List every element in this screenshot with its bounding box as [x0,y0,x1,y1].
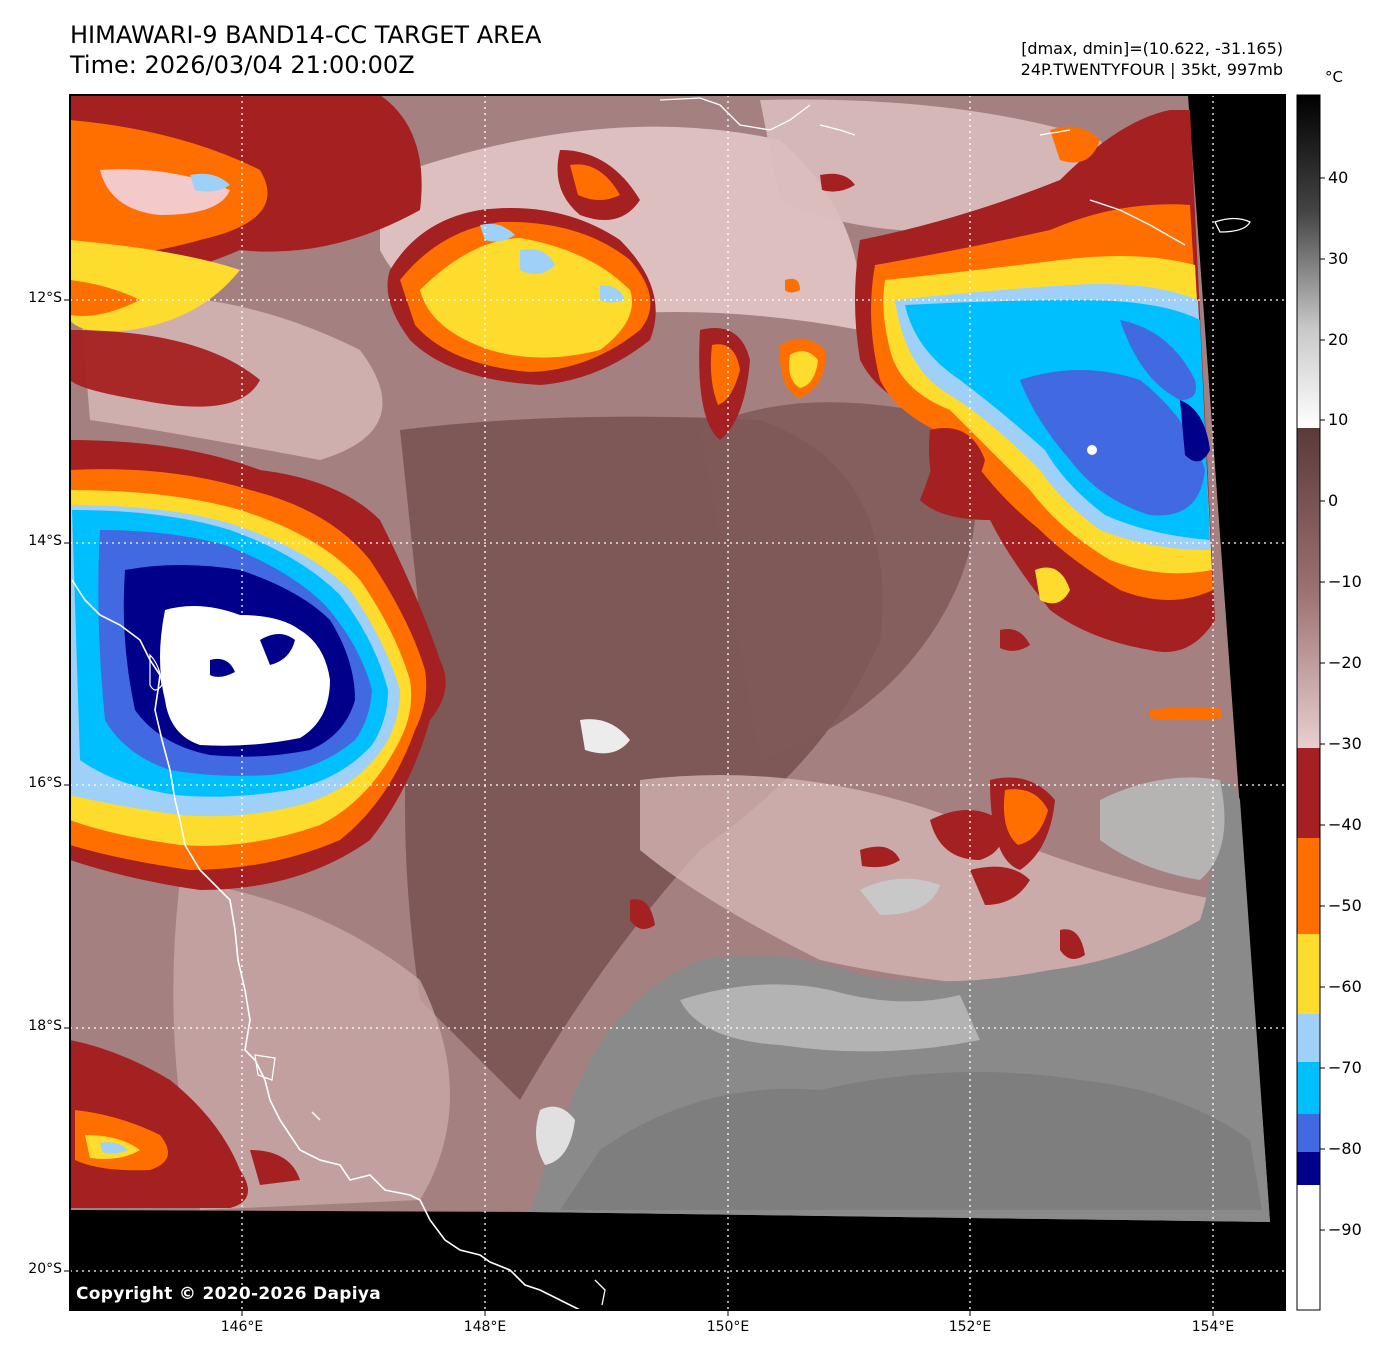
copyright-text: Copyright © 2020-2026 Dapiya [76,1284,381,1304]
colorbar-tick: −30 [1328,734,1362,753]
title-line-2: Time: 2026/03/04 21:00:00Z [70,51,415,79]
graticule [70,95,1285,1310]
colorbar-tick: −20 [1328,653,1362,672]
coastline [71,579,581,1310]
colorbar-tick: −80 [1328,1139,1362,1158]
map-frame [69,94,1286,1311]
meta-line-2: 24P.TWENTYFOUR | 35kt, 997mb [1020,60,1283,79]
colorbar-tick: −90 [1328,1220,1362,1239]
colorbar-tick: −50 [1328,896,1362,915]
colorbar-tick: 20 [1328,330,1349,349]
colorbar-tick: −40 [1328,815,1362,834]
colorbar-tick: 30 [1328,249,1349,268]
colorbar-tick: −10 [1328,572,1362,591]
lon-label: 146°E [220,1319,264,1335]
colorbar-tick: −70 [1328,1058,1362,1077]
lat-label: 20°S [28,1261,62,1277]
colorbar [1296,94,1325,1311]
lat-label: 18°S [28,1018,62,1034]
lat-label: 12°S [28,290,62,306]
lon-label: 154°E [1191,1319,1235,1335]
colorbar-tick: −60 [1328,977,1362,996]
meta-line-1: [dmax, dmin]=(10.622, -31.165) [1021,39,1283,58]
storm-meta: [dmax, dmin]=(10.622, -31.165) 24P.TWENT… [1021,38,1283,80]
image-panel [70,95,1285,1310]
title-line-1: HIMAWARI-9 BAND14-CC TARGET AREA [70,21,542,49]
colorbar-tick: 0 [1328,491,1339,510]
lat-label: 16°S [28,775,62,791]
chart-title: HIMAWARI-9 BAND14-CC TARGET AREA Time: 2… [70,20,541,80]
lat-label: 14°S [28,533,62,549]
colorbar-tick: 40 [1328,168,1349,187]
axis-ticks [64,299,1214,1316]
lon-label: 152°E [948,1319,992,1335]
colorbar-tick: 10 [1328,410,1349,429]
lon-label: 150°E [706,1319,750,1335]
colorbar-unit: °C [1325,68,1343,86]
lon-label: 148°E [463,1319,507,1335]
